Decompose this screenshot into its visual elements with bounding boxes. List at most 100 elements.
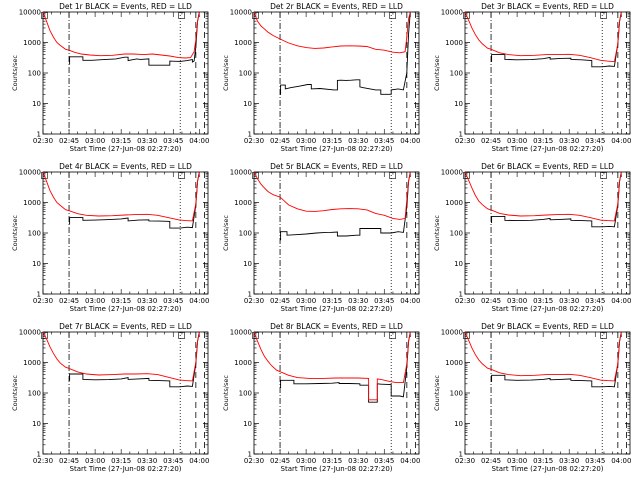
panel-3-y-tick-label: 10000 [441,9,463,17]
panel-3-x-tick-label: 02:30 [455,137,475,145]
panel-3-x-tick-label: 03:00 [507,137,527,145]
panel-8-x-tick-label: 03:15 [322,457,342,465]
panel-9-x-tick-label: 04:00 [611,457,631,465]
panel-4-x-tick-label: 04:00 [189,297,209,305]
panel-4-y-tick-label: 10000 [19,169,41,177]
panel-9-series-events-line [491,331,622,388]
panel-4-series-lld-line [42,171,200,222]
panel-4-series-events-line [69,171,200,229]
panel-9-x-tick-label: 03:00 [507,457,527,465]
panel-7-plot-frame [42,331,209,455]
panel-5-x-tick-label: 03:15 [322,297,342,305]
panel-3-top-marker [600,12,607,19]
panel-7-title: Det 7r BLACK = Events, RED = LLD [59,322,192,331]
panel-8-top-marker [389,332,396,339]
panel-6-x-tick-label: 03:30 [559,297,579,305]
panel-9-x-tick-label: 03:30 [559,457,579,465]
panel-8-x-tick-label: 02:30 [244,457,264,465]
panel-4-x-tick-label: 02:30 [33,297,53,305]
panel-9-top-marker [463,332,470,339]
panel-1-y-tick-label: 1000 [23,39,41,47]
panel-3-x-tick-label: 02:45 [481,137,501,145]
panel-5-x-tick-label: 02:45 [270,297,290,305]
panel-3-y-tick-label: 100 [450,70,463,78]
panel-2-y-tick-label: 100 [239,70,252,78]
panel-1-x-axis-label: Start Time (27-Jun-08 02:27:20) [70,145,182,153]
panel-6-x-axis-label: Start Time (27-Jun-08 02:27:20) [492,305,604,313]
panel-8-title: Det 8r BLACK = Events, RED = LLD [270,322,403,331]
panel-7-x-tick-label: 03:00 [85,457,105,465]
panel-7-y-tick-label: 10 [32,420,41,428]
panel-9-y-tick-label: 1000 [445,359,463,367]
panel-8-y-tick-label: 10000 [230,329,252,337]
panel-7-x-tick-label: 03:45 [163,457,183,465]
panel-8-x-axis-label: Start Time (27-Jun-08 02:27:20) [281,465,393,473]
panel-6-series-events-line [491,171,622,228]
panel-6-y-tick-label: 100 [450,230,463,238]
panel-7-x-axis-label: Start Time (27-Jun-08 02:27:20) [70,465,182,473]
panel-1-plot-frame [42,11,209,135]
panel-5-top-marker [252,172,259,179]
panel-1-series-lld-line [42,11,200,59]
panel-2-y-tick-label: 10000 [230,9,252,17]
panel-8-y-axis-label: Counts/sec [222,375,230,411]
panel-5-series-lld-line [253,171,411,220]
panel-6-y-tick-label: 1000 [445,199,463,207]
panel-8-x-tick-label: 03:45 [374,457,394,465]
panel-3-y-axis-label: Counts/sec [433,55,441,91]
panel-2-y-axis-label: Counts/sec [222,55,230,91]
panel-4-y-tick-label: 10 [32,260,41,268]
panel-5-x-tick-label: 03:00 [296,297,316,305]
panel-6-series-lld-line [464,171,622,222]
panel-5-y-tick-label: 100 [239,230,252,238]
panel-9-y-axis-label: Counts/sec [433,375,441,411]
panel-7-top-marker [41,332,48,339]
panel-2-series-lld-line [253,11,411,54]
panel-2-x-axis-label: Start Time (27-Jun-08 02:27:20) [281,145,393,153]
panel-3-series-events-line [491,11,622,68]
panel-9-x-tick-label: 03:15 [533,457,553,465]
panel-4-top-marker [178,172,185,179]
panel-3-x-tick-label: 03:15 [533,137,553,145]
panel-9-y-tick-label: 1 [459,451,463,459]
panel-5-plot-frame [253,171,420,295]
panel-5-title: Det 5r BLACK = Events, RED = LLD [270,162,403,171]
panel-1-title: Det 1r BLACK = Events, RED = LLD [59,2,192,11]
panel-3-y-tick-label: 10 [454,100,463,108]
panel-7-y-tick-label: 100 [28,390,41,398]
panel-9-y-tick-label: 100 [450,390,463,398]
panel-7-x-tick-label: 02:30 [33,457,53,465]
panel-2-series-events-line [280,11,411,95]
panel-7-top-marker [178,332,185,339]
panel-6-top-marker [600,172,607,179]
panel-1-x-tick-label: 03:15 [111,137,131,145]
panel-1-x-tick-label: 03:45 [163,137,183,145]
panel-3-y-tick-label: 1000 [445,39,463,47]
panel-9-x-tick-label: 03:45 [585,457,605,465]
panel-1-top-marker [41,12,48,19]
panel-2-y-tick-label: 10 [243,100,252,108]
panel-9-plot-frame [464,331,631,455]
panel-8-series-events-line [280,331,411,403]
panel-1-x-tick-label: 03:30 [137,137,157,145]
panel-4-x-tick-label: 02:45 [59,297,79,305]
panel-8-plot-frame [253,331,420,455]
panel-3-title: Det 3r BLACK = Events, RED = LLD [481,2,614,11]
panel-4-y-axis-label: Counts/sec [11,215,19,251]
panel-6-x-tick-label: 04:00 [611,297,631,305]
panel-6-plot-frame [464,171,631,295]
panel-1-x-tick-label: 02:45 [59,137,79,145]
panel-7-y-tick-label: 1000 [23,359,41,367]
panel-1-y-axis-label: Counts/sec [11,55,19,91]
panel-6-top-marker [463,172,470,179]
panel-5-series-events-line [280,171,411,241]
panel-5-y-tick-label: 1000 [234,199,252,207]
panel-9-x-tick-label: 02:45 [481,457,501,465]
panel-7-y-tick-label: 1 [37,451,41,459]
panel-4-x-tick-label: 03:00 [85,297,105,305]
panel-3-x-tick-label: 04:00 [611,137,631,145]
panel-8-x-tick-label: 03:30 [348,457,368,465]
panel-3-x-tick-label: 03:30 [559,137,579,145]
panel-2-y-tick-label: 1000 [234,39,252,47]
panel-2-x-tick-label: 02:45 [270,137,290,145]
